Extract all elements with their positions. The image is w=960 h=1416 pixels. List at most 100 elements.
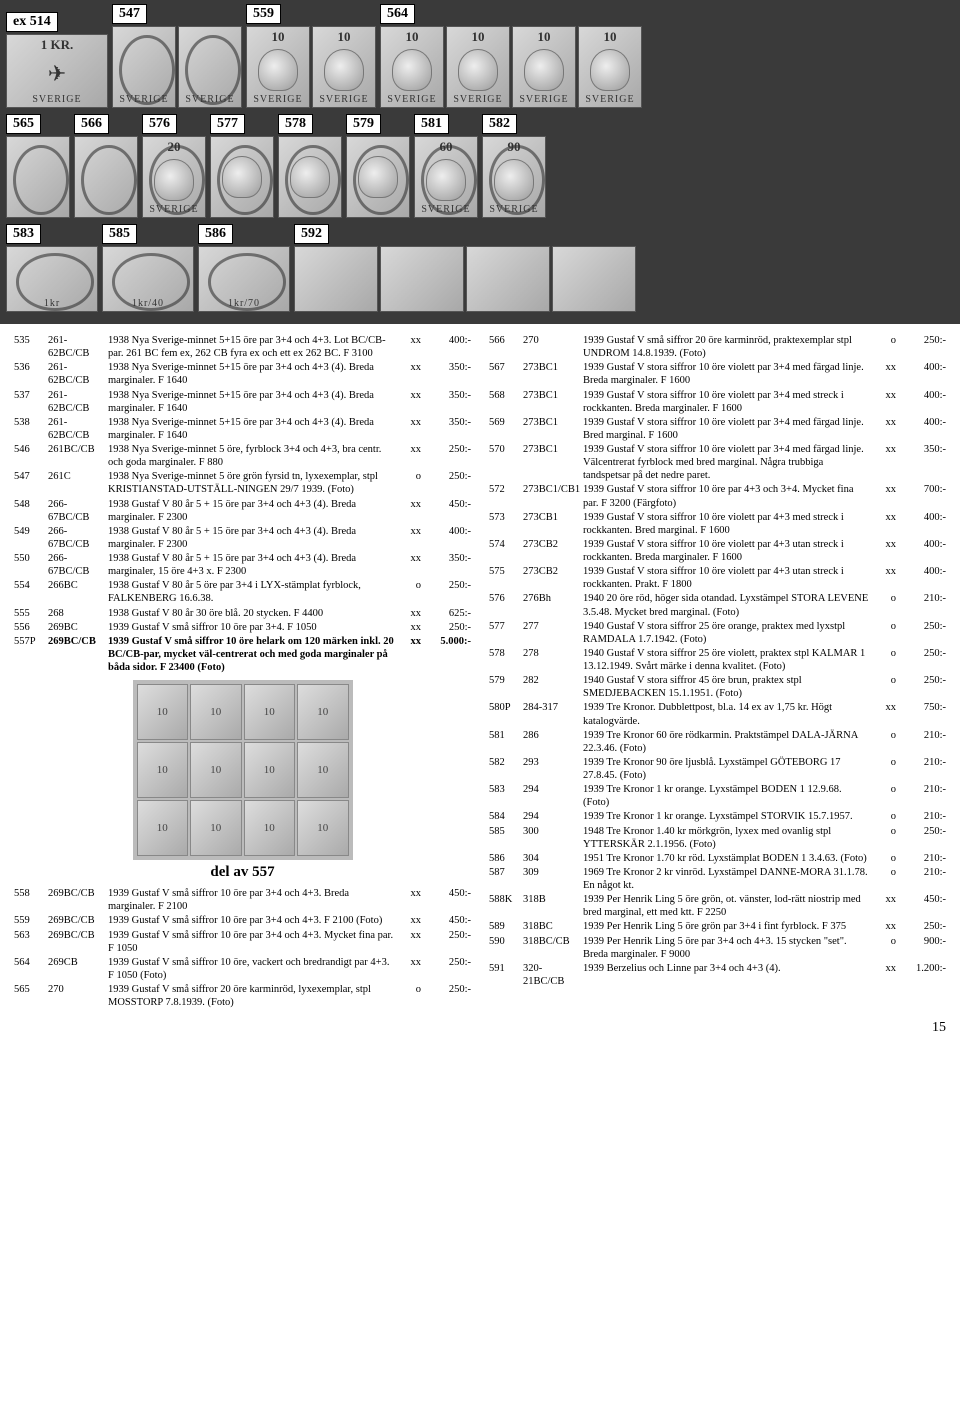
lot-number: 586: [489, 852, 523, 865]
lot-number: 536: [14, 361, 48, 387]
lot-description: 1939 Tre Kronor 60 öre rödkarmin. Prakts…: [583, 729, 876, 755]
lot-quality: xx: [876, 893, 896, 919]
lot-quality: xx: [401, 525, 421, 551]
lot-number: 572: [489, 483, 523, 509]
lot-row: 5853001948 Tre Kronor 1.40 kr mörkgrön, …: [489, 825, 946, 851]
lot-description: 1939 Gustaf V små siffror 10 öre par 3+4…: [108, 887, 401, 913]
lot-catalog: 318BC: [523, 920, 583, 933]
lot-row: 549266-67BC/CB1938 Gustaf V 80 år 5 + 15…: [14, 525, 471, 551]
lot-price: 700:-: [896, 483, 946, 509]
stamp-image: 10SVERIGE: [578, 26, 642, 108]
lot-price: 250:-: [421, 579, 471, 605]
stamp-image: [466, 246, 550, 312]
lot-price: 250:-: [896, 674, 946, 700]
lot-description: 1939 Gustaf V små siffror 20 öre karminr…: [583, 334, 876, 360]
stamp-image: [552, 246, 636, 312]
stamp-lot-label: 582: [482, 114, 517, 134]
lot-quality: xx: [401, 621, 421, 634]
lot-quality: xx: [876, 538, 896, 564]
lot-row: 569273BC11939 Gustaf V stora siffror 10 …: [489, 416, 946, 442]
lot-row: 5842941939 Tre Kronor 1 kr orange. Lyxst…: [489, 810, 946, 823]
lot-price: 250:-: [896, 620, 946, 646]
stamp-group: 58290SVERIGE: [482, 114, 546, 218]
lot-quality: o: [876, 334, 896, 360]
stamp-image: 1kr/40: [102, 246, 194, 312]
lot-quality: xx: [401, 443, 421, 469]
lot-description: 1940 Gustaf V stora siffror 45 öre brun,…: [583, 674, 876, 700]
lot-number: 556: [14, 621, 48, 634]
stamp-group: 579: [346, 114, 410, 218]
lot-number: 584: [489, 810, 523, 823]
lot-row: 588K318B1939 Per Henrik Ling 5 öre grön,…: [489, 893, 946, 919]
right-column: 5662701939 Gustaf V små siffror 20 öre k…: [489, 334, 946, 1010]
lot-description: 1940 Gustaf V stora siffror 25 öre viole…: [583, 647, 876, 673]
lot-row: 5552681938 Gustaf V 80 år 30 öre blå. 20…: [14, 607, 471, 620]
lot-row: 580P284-3171939 Tre Kronor. Dubblettpost…: [489, 701, 946, 727]
lot-catalog: 261C: [48, 470, 108, 496]
lot-quality: o: [876, 852, 896, 865]
page-number: 15: [0, 1016, 960, 1046]
lot-number: 589: [489, 920, 523, 933]
stamp-lot-label: 579: [346, 114, 381, 134]
lot-quality: xx: [876, 443, 896, 482]
lot-description: 1939 Gustaf V stora siffror 10 öre viole…: [583, 361, 876, 387]
lot-number: 585: [489, 825, 523, 851]
lot-price: 250:-: [896, 825, 946, 851]
lot-catalog: 320-21BC/CB: [523, 962, 583, 988]
stamp-image: 90SVERIGE: [482, 136, 546, 218]
lot-description: 1939 Gustaf V små siffror 10 öre par 3+4…: [108, 914, 401, 927]
lot-number: 587: [489, 866, 523, 892]
lot-price: 250:-: [421, 929, 471, 955]
lot-row: 557P269BC/CB1939 Gustaf V små siffror 10…: [14, 635, 471, 674]
stamp-group: 5831kr: [6, 224, 98, 312]
lot-quality: o: [876, 935, 896, 961]
lot-number: 559: [14, 914, 48, 927]
stamp-image-header: ex 5141 KR.✈SVERIGE547SVERIGESVERIGE5591…: [0, 0, 960, 324]
lot-number: 573: [489, 511, 523, 537]
lot-price: 350:-: [896, 443, 946, 482]
lot-catalog: 276Bh: [523, 592, 583, 618]
lot-description: 1939 Gustaf V stora siffror 10 öre viole…: [583, 443, 876, 482]
lot-number: 555: [14, 607, 48, 620]
lot-row: 546261BC/CB1938 Nya Sverige-minnet 5 öre…: [14, 443, 471, 469]
stamp-image: 1kr/70: [198, 246, 290, 312]
lot-row: 535261-62BC/CB1938 Nya Sverige-minnet 5+…: [14, 334, 471, 360]
lot-row: 547261C1938 Nya Sverige-minnet 5 öre grö…: [14, 470, 471, 496]
lot-catalog: 286: [523, 729, 583, 755]
stamp-group: 565: [6, 114, 70, 218]
lot-description: 1939 Per Henrik Ling 5 öre par 3+4 och 4…: [583, 935, 876, 961]
lot-number: 579: [489, 674, 523, 700]
stamp-image: [294, 246, 378, 312]
lot-quality: xx: [401, 334, 421, 360]
lot-row: 5863041951 Tre Kronor 1.70 kr röd. Lyxst…: [489, 852, 946, 865]
lot-quality: xx: [876, 701, 896, 727]
lot-row: 550266-67BC/CB1938 Gustaf V 80 år 5 + 15…: [14, 552, 471, 578]
lot-price: 750:-: [896, 701, 946, 727]
lot-number: 570: [489, 443, 523, 482]
lot-quality: xx: [876, 483, 896, 509]
lot-description: 1939 Gustaf V stora siffror 10 öre viole…: [583, 565, 876, 591]
lot-quality: o: [401, 470, 421, 496]
lot-catalog: 282: [523, 674, 583, 700]
stamp-lot-label: ex 514: [6, 12, 58, 32]
lot-catalog: 269BC/CB: [48, 887, 108, 913]
stamp-image: 1 KR.✈SVERIGE: [6, 34, 108, 108]
stamp-group: 5861kr/70: [198, 224, 290, 312]
stamp-image: 10SVERIGE: [246, 26, 310, 108]
lot-description: 1938 Nya Sverige-minnet 5 öre, fyrblock …: [108, 443, 401, 469]
lot-price: 250:-: [896, 334, 946, 360]
lot-number: 591: [489, 962, 523, 988]
lot-catalog: 273BC1: [523, 389, 583, 415]
lot-number: 588K: [489, 893, 523, 919]
lot-row: 5822931939 Tre Kronor 90 öre ljusblå. Ly…: [489, 756, 946, 782]
lot-catalog: 268: [48, 607, 108, 620]
lot-number: 537: [14, 389, 48, 415]
lot-quality: o: [876, 674, 896, 700]
lot-catalog: 273BC1: [523, 443, 583, 482]
lot-row: 559269BC/CB1939 Gustaf V små siffror 10 …: [14, 914, 471, 927]
stamp-lot-label: 564: [380, 4, 415, 24]
lot-catalog: 261-62BC/CB: [48, 416, 108, 442]
lot-number: 569: [489, 416, 523, 442]
stamp-lot-label: 581: [414, 114, 449, 134]
catalog-listing: 535261-62BC/CB1938 Nya Sverige-minnet 5+…: [0, 324, 960, 1016]
